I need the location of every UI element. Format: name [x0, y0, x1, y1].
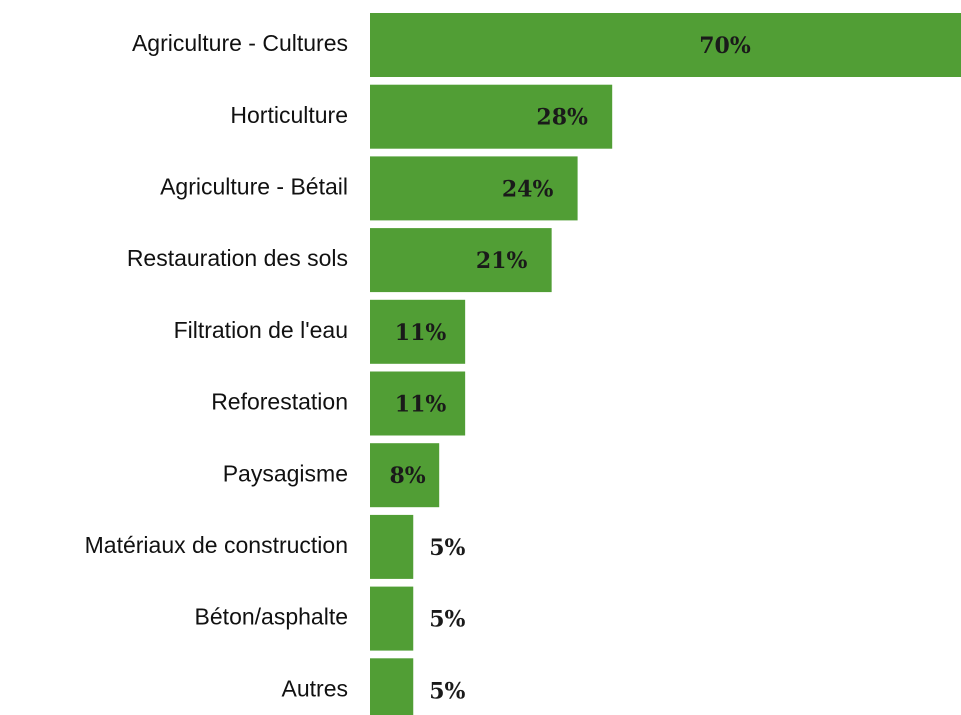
bar	[370, 514, 414, 579]
value-label: 8%	[389, 463, 425, 489]
bar	[370, 586, 414, 651]
bar	[370, 13, 961, 77]
category-label: Béton/asphalte	[195, 604, 348, 630]
category-label: Agriculture - Bétail	[160, 173, 348, 199]
value-label: 11%	[395, 320, 447, 346]
category-label: Matériaux de construction	[85, 532, 348, 558]
category-label: Agriculture - Cultures	[132, 30, 348, 56]
bar	[370, 156, 578, 221]
category-label: Autres	[282, 675, 348, 701]
category-label: Horticulture	[230, 102, 348, 128]
value-label: 5%	[429, 607, 465, 633]
category-label: Paysagisme	[223, 460, 348, 486]
value-label: 5%	[429, 678, 465, 704]
bar	[370, 299, 466, 364]
category-label: Reforestation	[211, 389, 348, 415]
value-label: 11%	[395, 392, 447, 418]
value-label: 24%	[502, 176, 554, 202]
bar	[370, 658, 414, 715]
bar	[370, 371, 466, 436]
bar	[370, 443, 440, 508]
value-label: 5%	[429, 535, 465, 561]
bar	[370, 228, 552, 293]
value-label: 28%	[536, 105, 588, 131]
category-label: Filtration de l'eau	[174, 317, 348, 343]
bar	[370, 84, 613, 149]
value-label: 21%	[476, 248, 528, 274]
category-label: Restauration des sols	[127, 245, 348, 271]
value-label: 70%	[699, 33, 751, 59]
